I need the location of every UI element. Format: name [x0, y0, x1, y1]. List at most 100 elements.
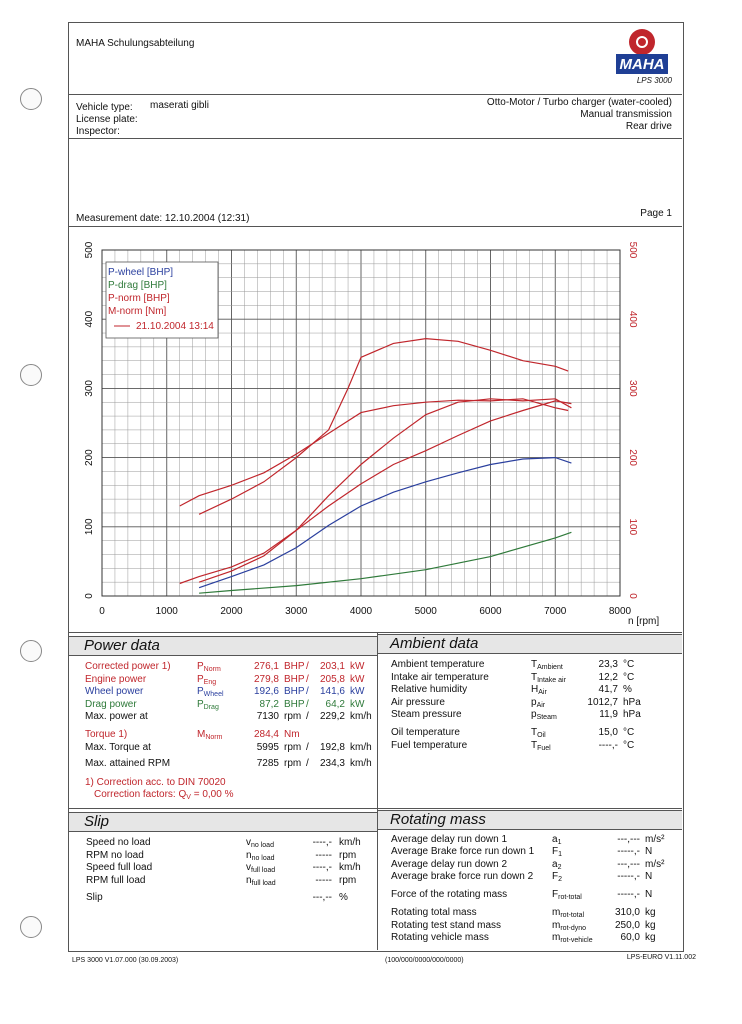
dyno-chart: 0 1000 2000 3000 4000 5000 6000 7000 80000100200…	[84, 241, 659, 627]
power-label: Corrected power 1)	[85, 661, 171, 672]
power-symbol: PDrag	[197, 699, 219, 711]
rotating-value: ---,---	[617, 834, 640, 845]
slip-label: Speed full load	[86, 862, 153, 873]
slip-value: ----,-	[312, 862, 332, 873]
slip-label: RPM full load	[86, 875, 146, 886]
torque-symbol: MNorm	[197, 729, 223, 741]
power-separator: /	[306, 661, 309, 672]
rotating-symbol: mrot-total	[552, 907, 585, 919]
max-torque-rpm: 5995	[256, 742, 279, 753]
ambient-symbol: TIntake air	[531, 672, 566, 684]
power-value-2: 64,2	[325, 699, 345, 710]
series-line	[198, 456, 572, 589]
slip-label: Slip	[86, 892, 103, 903]
legend-entry: P-norm [BHP]	[108, 293, 170, 304]
rotating-symbol: Frot-total	[552, 889, 582, 901]
rotating-value: 250,0	[614, 920, 640, 931]
max-rpm-speed: 234,3	[319, 758, 345, 769]
right-y-tick-label: 200	[627, 449, 638, 466]
power-value-2: 229,2	[319, 711, 345, 722]
rotating-unit: N	[645, 846, 653, 857]
power-separator: /	[306, 674, 309, 685]
ambient-label: Intake air temperature	[391, 672, 489, 683]
x-tick-label: 4000	[350, 606, 373, 617]
power-label: Drag power	[85, 699, 137, 710]
rotating-label: Average delay run down 2	[391, 859, 508, 870]
right-y-tick-label: 0	[627, 593, 638, 599]
series-line	[198, 398, 572, 583]
slip-symbol: vno load	[246, 837, 274, 849]
slip-unit: km/h	[339, 837, 361, 848]
slip-unit: rpm	[339, 875, 357, 886]
power-separator: /	[306, 686, 309, 697]
punch-hole	[20, 916, 42, 938]
max-rpm-value: 7285	[256, 758, 279, 769]
correction-factors: Correction factors: QV = 0,00 %	[94, 789, 234, 801]
power-value-1: 276,1	[253, 661, 279, 672]
torque-label: Torque 1)	[85, 729, 128, 740]
punch-hole	[20, 88, 42, 110]
ambient-label: Steam pressure	[391, 709, 462, 720]
power-value-1: 192,6	[253, 686, 279, 697]
report-frame	[68, 22, 684, 952]
ambient-unit: %	[623, 684, 632, 695]
right-y-tick-label: 500	[627, 242, 638, 259]
ambient-unit: hPa	[623, 709, 641, 720]
x-tick-label: 1000	[156, 606, 179, 617]
left-y-tick-label: 300	[84, 380, 95, 397]
org-name: MAHA Schulungsabteilung	[76, 38, 195, 49]
ambient-label: Relative humidity	[391, 684, 468, 695]
rotating-unit: N	[645, 871, 653, 882]
max-torque-rpm-unit: rpm	[284, 742, 302, 753]
power-unit-2: kW	[350, 674, 365, 685]
power-value-2: 203,1	[319, 661, 345, 672]
rotating-mass-title: Rotating mass	[390, 811, 486, 828]
ambient-symbol: TFuel	[531, 740, 551, 752]
slip-label: Speed no load	[86, 837, 151, 848]
transmission-info: Manual transmission	[580, 109, 672, 120]
engine-info: Otto-Motor / Turbo charger (water-cooled…	[486, 97, 672, 108]
ambient-unit: °C	[623, 659, 635, 670]
ambient-value: 12,2	[598, 672, 618, 683]
series-line	[198, 337, 569, 515]
rotating-symbol: a1	[552, 834, 562, 846]
power-value-1: 87,2	[259, 699, 279, 710]
measurement-date: Measurement date: 12.10.2004 (12:31)	[76, 213, 250, 224]
power-separator: /	[306, 699, 309, 710]
slip-symbol: nno load	[246, 850, 275, 862]
legend-entry: P-wheel [BHP]	[108, 267, 173, 278]
slip-symbol: nfull load	[246, 875, 276, 887]
left-y-tick-label: 0	[84, 593, 95, 599]
rotating-value: -----,-	[617, 889, 640, 900]
left-y-tick-label: 100	[84, 518, 95, 535]
ambient-symbol: pSteam	[531, 709, 557, 721]
rotating-label: Rotating total mass	[391, 907, 477, 918]
power-value-2: 141,6	[319, 686, 345, 697]
power-value-2: 205,8	[319, 674, 345, 685]
punch-hole	[20, 640, 42, 662]
plot-area	[101, 249, 621, 597]
footer-left: LPS 3000 V1.07.000 (30.09.2003)	[72, 957, 179, 964]
ambient-value: 15,0	[598, 727, 618, 738]
power-unit-1: BHP	[284, 661, 305, 672]
ambient-symbol: HAir	[531, 684, 547, 696]
x-tick-label: 6000	[479, 606, 502, 617]
max-torque-speed: 192,8	[319, 742, 345, 753]
rotating-symbol: mrot-dyno	[552, 920, 587, 932]
x-axis-label: n [rpm]	[628, 616, 659, 627]
power-label: Max. power at	[85, 711, 148, 722]
rotating-unit: kg	[645, 932, 656, 943]
left-y-tick-label: 400	[84, 310, 95, 327]
ambient-symbol: TOil	[531, 727, 546, 739]
rotating-unit: m/s²	[645, 834, 665, 845]
x-tick-label: 0	[99, 606, 105, 617]
rotating-label: Rotating vehicle mass	[391, 932, 489, 943]
power-unit-1: BHP	[284, 674, 305, 685]
ambient-label: Air pressure	[391, 697, 445, 708]
power-symbol: PNorm	[197, 661, 221, 673]
x-tick-label: 5000	[415, 606, 438, 617]
torque-value: 284,4	[253, 729, 279, 740]
legend-box	[105, 261, 219, 339]
ambient-label: Fuel temperature	[391, 740, 468, 751]
rotating-label: Average Brake force run down 1	[391, 846, 535, 857]
